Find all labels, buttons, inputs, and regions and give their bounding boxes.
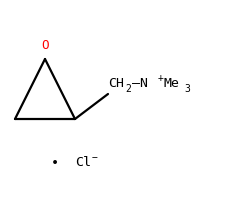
Text: 2: 2 [125,84,131,94]
Text: —N: —N [132,77,148,89]
Text: 3: 3 [184,84,190,94]
Text: O: O [41,38,49,51]
Text: −: − [92,152,98,162]
Text: •: • [51,156,59,169]
Text: +: + [158,73,164,83]
Text: Me: Me [164,77,180,89]
Text: Cl: Cl [75,156,91,169]
Text: CH: CH [108,77,124,89]
